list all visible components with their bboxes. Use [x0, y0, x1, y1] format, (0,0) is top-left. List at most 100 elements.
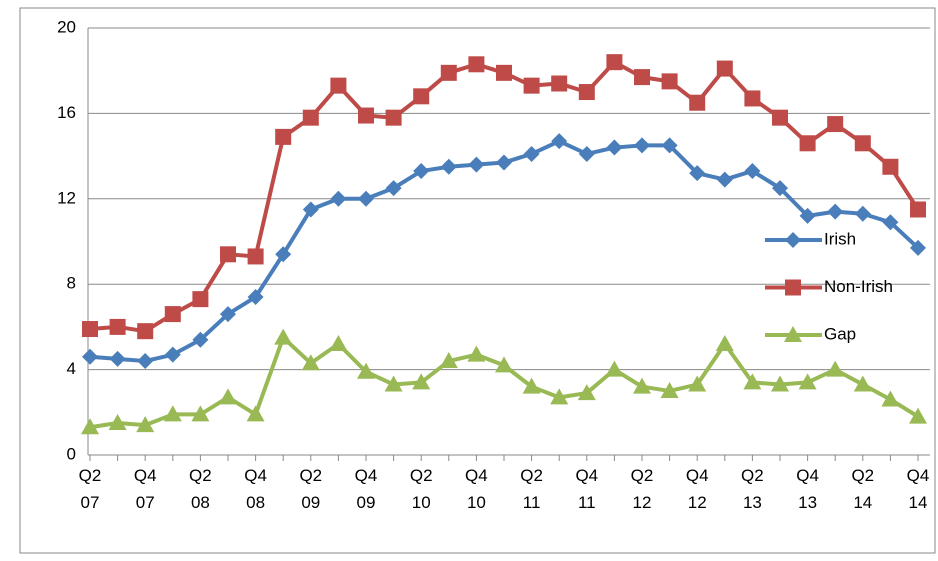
x-tick-label: Q2 09	[299, 466, 322, 512]
x-tick-label: Q4 07	[134, 466, 157, 512]
x-tick-label: Q2 13	[741, 466, 764, 512]
marker	[523, 77, 540, 94]
marker	[302, 201, 319, 218]
marker	[439, 352, 458, 369]
marker	[689, 165, 706, 182]
marker	[496, 154, 512, 171]
x-tick-label: Q4 14	[907, 466, 930, 512]
marker	[191, 405, 210, 422]
marker	[164, 346, 181, 363]
marker	[413, 163, 430, 180]
legend-label: Irish	[824, 229, 856, 248]
chart-border	[19, 7, 936, 554]
marker	[274, 328, 293, 345]
marker	[385, 180, 402, 197]
marker	[606, 54, 623, 71]
marker	[384, 375, 403, 392]
marker	[81, 418, 99, 435]
legend-label: Non-Irish	[824, 277, 893, 296]
marker	[785, 279, 801, 296]
marker	[854, 135, 871, 152]
marker	[440, 158, 457, 175]
marker	[413, 88, 430, 105]
y-tick-label: 16	[57, 103, 76, 122]
y-tick-label: 20	[57, 17, 76, 36]
marker	[357, 362, 375, 379]
marker	[882, 214, 899, 231]
marker	[784, 326, 802, 342]
marker	[522, 377, 541, 394]
marker	[275, 128, 292, 145]
marker	[137, 323, 154, 340]
marker	[634, 137, 650, 154]
marker	[661, 137, 678, 154]
marker	[163, 405, 182, 422]
marker	[785, 232, 801, 248]
x-tick-label: Q4 11	[575, 466, 598, 512]
x-tick-label: Q2 14	[851, 466, 874, 512]
marker	[109, 350, 126, 367]
marker	[661, 73, 678, 90]
marker	[523, 145, 540, 162]
y-tick-label: 4	[67, 359, 76, 378]
marker	[358, 190, 374, 207]
marker	[577, 384, 596, 401]
marker	[246, 405, 265, 422]
marker	[495, 356, 513, 373]
marker	[660, 381, 679, 398]
x-tick-label: Q4 12	[686, 466, 709, 512]
x-tick-label: Q2 08	[189, 466, 212, 512]
marker	[881, 390, 900, 407]
marker	[301, 354, 320, 371]
x-tick-label: Q4 09	[355, 466, 378, 512]
marker	[799, 207, 816, 224]
marker	[109, 318, 126, 335]
marker	[220, 306, 236, 323]
marker	[772, 180, 788, 197]
marker	[82, 348, 98, 365]
marker	[634, 69, 650, 86]
marker	[385, 109, 402, 126]
marker	[744, 90, 761, 107]
marker	[827, 203, 844, 220]
marker	[716, 171, 733, 188]
marker	[551, 75, 568, 92]
marker	[551, 133, 568, 150]
marker	[882, 158, 899, 175]
marker	[192, 291, 209, 308]
marker	[440, 64, 457, 81]
marker	[247, 248, 264, 265]
marker	[137, 353, 154, 370]
x-tick-label: Q2 10	[410, 466, 433, 512]
marker	[550, 388, 569, 405]
marker	[358, 107, 374, 124]
marker	[909, 407, 927, 424]
marker	[744, 163, 761, 180]
marker	[329, 334, 348, 351]
y-tick-label: 12	[57, 188, 76, 207]
marker	[108, 413, 127, 430]
marker	[247, 289, 264, 306]
marker	[275, 246, 292, 263]
marker	[164, 306, 181, 323]
x-tick-label: Q4 08	[244, 466, 267, 512]
marker	[605, 360, 624, 377]
marker	[826, 360, 845, 377]
marker	[82, 321, 98, 338]
marker	[578, 145, 595, 162]
marker	[496, 64, 512, 81]
x-tick-label: Q2 12	[631, 466, 654, 512]
marker	[689, 94, 706, 111]
marker	[468, 156, 485, 173]
marker	[772, 109, 788, 126]
marker	[330, 77, 347, 94]
x-tick-label: Q4 13	[796, 466, 819, 512]
marker	[606, 139, 623, 156]
marker	[854, 205, 871, 222]
marker	[578, 84, 595, 101]
marker	[136, 416, 155, 433]
x-tick-label: Q2 07	[79, 466, 102, 512]
marker	[853, 375, 872, 392]
marker	[302, 109, 319, 126]
